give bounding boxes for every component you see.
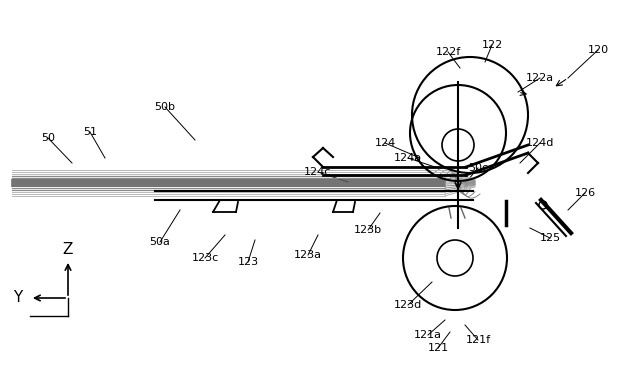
Text: Y: Y	[13, 291, 22, 306]
Text: 123: 123	[237, 257, 259, 267]
Text: 123a: 123a	[294, 250, 322, 260]
Text: 120: 120	[588, 45, 609, 55]
Text: 51: 51	[83, 127, 97, 137]
Text: Z: Z	[63, 242, 73, 257]
Text: 123c: 123c	[191, 253, 219, 263]
Text: 50b: 50b	[154, 102, 175, 112]
Text: 123d: 123d	[394, 300, 422, 310]
Text: 124: 124	[374, 138, 396, 148]
Text: 123b: 123b	[354, 225, 382, 235]
Text: 124d: 124d	[526, 138, 554, 148]
Text: 124c: 124c	[304, 167, 332, 177]
Text: 124a: 124a	[394, 153, 422, 163]
Text: 126: 126	[575, 188, 596, 198]
Text: 121a: 121a	[414, 330, 442, 340]
Text: 50c: 50c	[468, 163, 488, 173]
Text: 50a: 50a	[150, 237, 170, 247]
Text: 50: 50	[41, 133, 55, 143]
Text: 125: 125	[540, 233, 561, 243]
Text: 122a: 122a	[526, 73, 554, 83]
Text: 122: 122	[481, 40, 502, 50]
Text: 121f: 121f	[465, 335, 491, 345]
Text: 122f: 122f	[435, 47, 461, 57]
Text: 121: 121	[428, 343, 449, 353]
